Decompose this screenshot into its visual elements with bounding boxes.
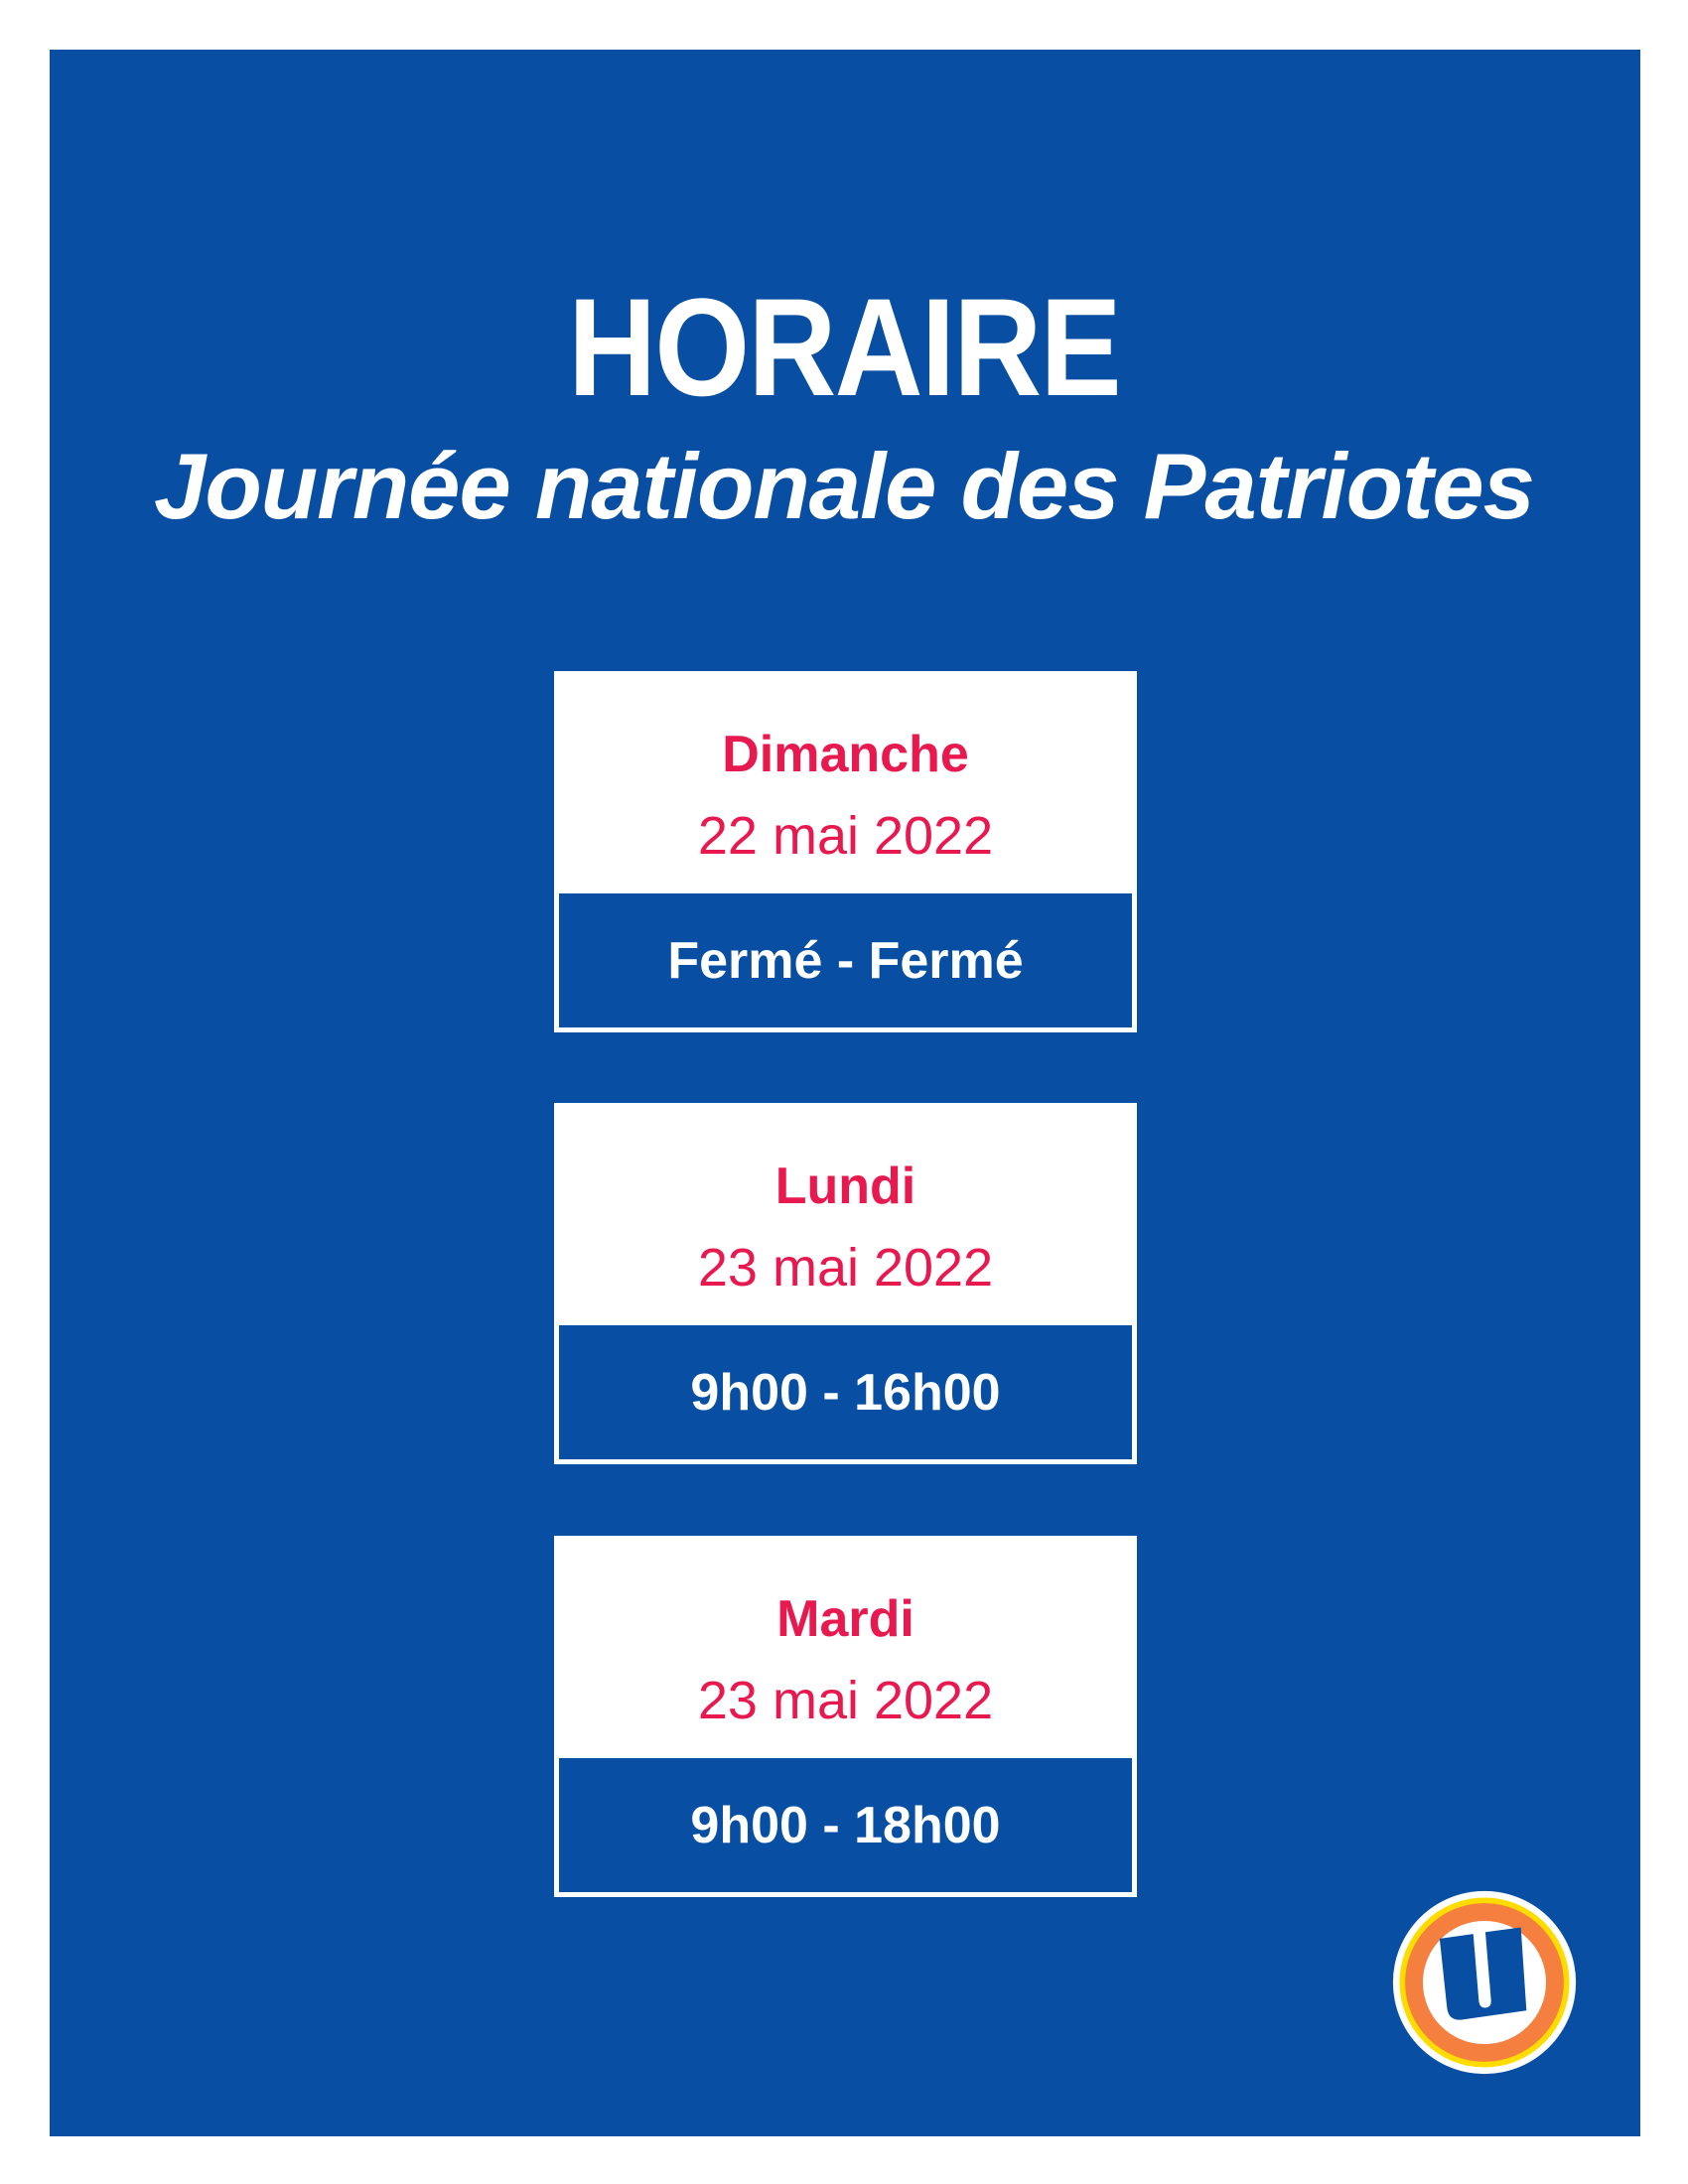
day-label: Dimanche	[722, 726, 969, 783]
hours-label: 9h00 - 18h00	[559, 1758, 1132, 1892]
hours-label: 9h00 - 16h00	[559, 1325, 1132, 1459]
day-label: Mardi	[776, 1590, 914, 1648]
page-subtitle: Journée nationale des Patriotes	[154, 434, 1535, 538]
schedule-card: Mardi 23 mai 2022 9h00 - 18h00	[554, 1536, 1137, 1897]
date-label: 23 mai 2022	[697, 1238, 994, 1297]
date-label: 23 mai 2022	[697, 1671, 994, 1730]
schedule-card: Dimanche 22 mai 2022 Fermé - Fermé	[554, 671, 1137, 1032]
page-title: HORAIRE	[568, 269, 1122, 425]
date-label: 22 mai 2022	[697, 806, 994, 866]
u-logo-icon	[1392, 1890, 1577, 2075]
hours-label: Fermé - Fermé	[559, 893, 1132, 1027]
schedule-card: Lundi 23 mai 2022 9h00 - 16h00	[554, 1103, 1137, 1464]
day-label: Lundi	[774, 1158, 916, 1215]
